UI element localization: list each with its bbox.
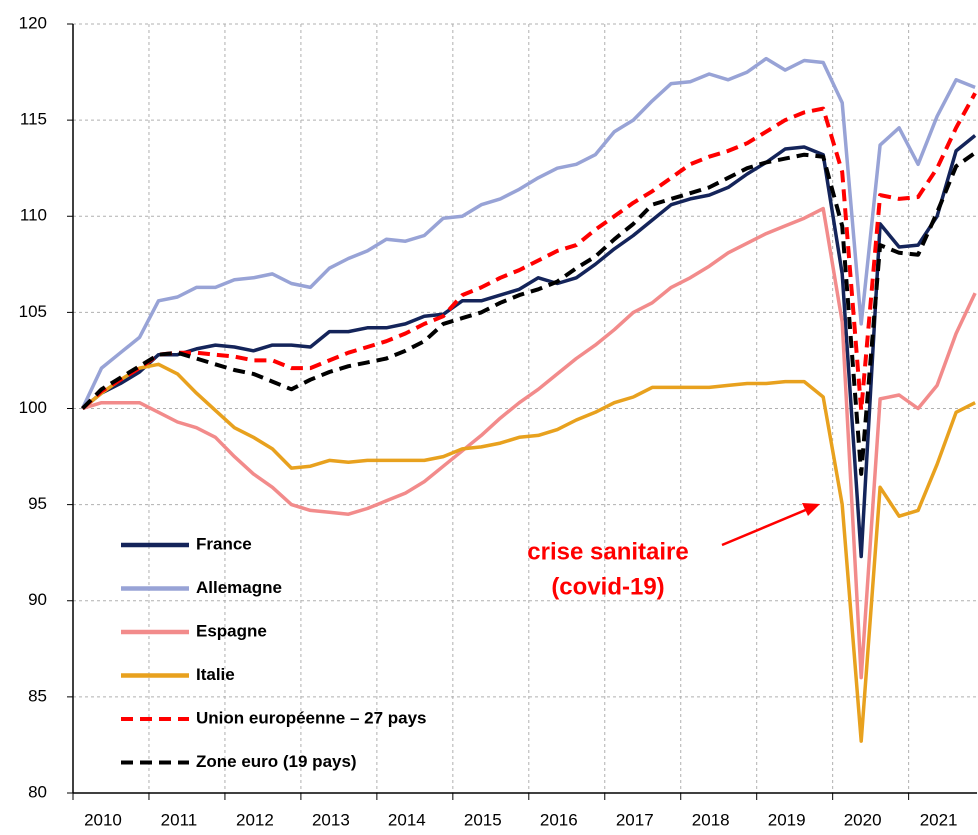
legend: France Allemagne Espagne Italie Union europé…	[121, 534, 427, 771]
x-tick-label: 2018	[692, 810, 730, 829]
legend-label: Union européenne – 27 pays	[196, 708, 427, 727]
legend-label: Zone euro (19 pays)	[196, 752, 357, 771]
x-tick-label: 2020	[844, 810, 882, 829]
legend-label: Espagne	[196, 621, 267, 640]
x-tick-label: 2010	[84, 810, 122, 829]
series-line	[81, 92, 977, 413]
annotation: (covid-19)	[551, 573, 664, 600]
y-tick-label: 115	[20, 110, 47, 129]
x-tick-label: 2017	[616, 810, 654, 829]
x-tick-label: 2013	[312, 810, 350, 829]
x-tick-label: 2021	[920, 810, 958, 829]
annotation-arrow	[721, 507, 809, 547]
lines	[80, 56, 977, 743]
axes: 80 85 90 95 100 105 110 115 120 2010 2011 2012 2013 2…	[19, 13, 977, 829]
x-tick-label: 2015	[464, 810, 502, 829]
series-line	[81, 206, 977, 680]
series-line	[81, 151, 977, 476]
series-line	[80, 56, 976, 410]
legend-label: France	[196, 534, 252, 553]
x-tick-label: 2011	[161, 810, 198, 829]
y-tick-label: 120	[19, 13, 47, 32]
x-tick-label: 2012	[236, 810, 274, 829]
arrow-head	[802, 503, 820, 516]
x-tick-label: 2016	[540, 810, 578, 829]
x-tick-label: 2019	[768, 810, 806, 829]
series-line	[81, 362, 976, 743]
y-tick-label: 95	[28, 494, 47, 513]
legend-label: Italie	[196, 665, 235, 684]
y-tick-label: 85	[28, 686, 47, 705]
legend-label: Allemagne	[196, 578, 282, 597]
y-tick-label: 105	[19, 302, 47, 321]
y-tick-label: 80	[28, 782, 47, 801]
y-tick-label: 90	[28, 590, 47, 609]
y-tick-label: 110	[20, 206, 47, 225]
x-tick-label: 2014	[388, 810, 426, 829]
y-tick-label: 100	[19, 398, 47, 417]
annotation: crise sanitaire	[527, 538, 688, 565]
